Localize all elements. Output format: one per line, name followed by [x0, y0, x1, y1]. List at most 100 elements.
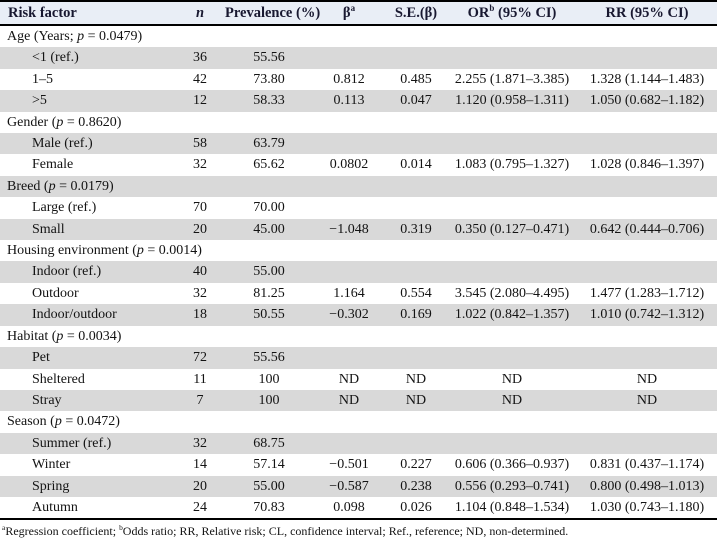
or-cell — [447, 432, 577, 455]
beta-cell: ND — [313, 389, 385, 412]
rr-cell: 1.030 (0.743–1.180) — [577, 496, 717, 521]
category-row: Habitat (p = 0.0034) — [0, 325, 717, 348]
risk-factor-cell: Autumn — [0, 496, 175, 521]
rr-cell: 1.028 (0.846–1.397) — [577, 154, 717, 176]
risk-factor-cell: Outdoor — [0, 282, 175, 305]
table-row: Male (ref.) 58 63.79 — [0, 133, 717, 155]
beta-cell: 0.113 — [313, 90, 385, 112]
table-row: >5 12 58.33 0.113 0.047 1.120 (0.958–1.311) 1.… — [0, 90, 717, 112]
prevalence-cell: 50.55 — [225, 304, 313, 326]
beta-cell: 1.164 — [313, 282, 385, 305]
risk-factor-cell: Indoor/outdoor — [0, 304, 175, 326]
se-cell — [385, 47, 447, 69]
risk-factor-cell: Summer (ref.) — [0, 432, 175, 455]
risk-factor-cell: Winter — [0, 454, 175, 476]
n-cell: 32 — [175, 432, 225, 455]
n-cell: 7 — [175, 389, 225, 412]
prevalence-cell: 68.75 — [225, 432, 313, 455]
rr-cell — [577, 133, 717, 155]
header-beta: βa — [313, 1, 385, 26]
table-row: Sheltered 11 100 ND ND ND ND — [0, 368, 717, 390]
beta-cell — [313, 347, 385, 369]
n-cell: 40 — [175, 261, 225, 283]
n-cell: 18 — [175, 304, 225, 326]
se-cell: 0.319 — [385, 218, 447, 241]
or-cell: 3.545 (2.080–4.495) — [447, 282, 577, 305]
header-risk-factor: Risk factor — [0, 1, 175, 26]
se-cell — [385, 133, 447, 155]
risk-factor-table: Risk factor n Prevalence (%) βa S.E.(β) … — [0, 0, 717, 521]
se-cell: 0.227 — [385, 454, 447, 476]
category-label: Gender (p = 0.8620) — [0, 111, 717, 134]
se-cell — [385, 432, 447, 455]
risk-factor-cell: Stray — [0, 389, 175, 412]
table-row: Small 20 45.00 −1.048 0.319 0.350 (0.127–0.47… — [0, 218, 717, 241]
n-cell: 42 — [175, 68, 225, 91]
risk-factor-cell: Female — [0, 154, 175, 176]
table-row: Large (ref.) 70 70.00 — [0, 197, 717, 219]
risk-factor-cell: >5 — [0, 90, 175, 112]
n-cell: 24 — [175, 496, 225, 521]
table-row: <1 (ref.) 36 55.56 — [0, 47, 717, 69]
rr-cell: 1.050 (0.682–1.182) — [577, 90, 717, 112]
table-row: Spring 20 55.00 −0.587 0.238 0.556 (0.293–0.7… — [0, 475, 717, 497]
risk-factor-cell: Large (ref.) — [0, 197, 175, 219]
or-cell — [447, 347, 577, 369]
category-label: Age (Years; p = 0.0479) — [0, 25, 717, 48]
rr-cell: 0.831 (0.437–1.174) — [577, 454, 717, 476]
category-row: Gender (p = 0.8620) — [0, 111, 717, 134]
risk-factor-cell: Sheltered — [0, 368, 175, 390]
rr-cell — [577, 261, 717, 283]
or-cell — [447, 197, 577, 219]
n-cell: 11 — [175, 368, 225, 390]
or-cell — [447, 47, 577, 69]
or-cell: 2.255 (1.871–3.385) — [447, 68, 577, 91]
table-row: Indoor (ref.) 40 55.00 — [0, 261, 717, 283]
category-row: Breed (p = 0.0179) — [0, 175, 717, 198]
n-cell: 72 — [175, 347, 225, 369]
or-cell: 1.022 (0.842–1.357) — [447, 304, 577, 326]
rr-cell: 0.800 (0.498–1.013) — [577, 475, 717, 497]
risk-factor-cell: Indoor (ref.) — [0, 261, 175, 283]
beta-cell — [313, 432, 385, 455]
risk-factor-cell: Spring — [0, 475, 175, 497]
table-row: Outdoor 32 81.25 1.164 0.554 3.545 (2.080–4.4… — [0, 282, 717, 305]
rr-cell: 1.328 (1.144–1.483) — [577, 68, 717, 91]
prevalence-cell: 73.80 — [225, 68, 313, 91]
category-row: Age (Years; p = 0.0479) — [0, 25, 717, 48]
se-cell: 0.238 — [385, 475, 447, 497]
risk-factor-cell: <1 (ref.) — [0, 47, 175, 69]
prevalence-cell: 58.33 — [225, 90, 313, 112]
or-cell — [447, 133, 577, 155]
rr-cell — [577, 197, 717, 219]
rr-cell: ND — [577, 368, 717, 390]
beta-cell: −0.302 — [313, 304, 385, 326]
risk-factor-cell: Small — [0, 218, 175, 241]
se-cell: 0.026 — [385, 496, 447, 521]
header-rr: RR (95% CI) — [577, 1, 717, 26]
beta-cell: −0.587 — [313, 475, 385, 497]
table-row: Female 32 65.62 0.0802 0.014 1.083 (0.795–1.3… — [0, 154, 717, 176]
category-label: Habitat (p = 0.0034) — [0, 325, 717, 348]
n-cell: 70 — [175, 197, 225, 219]
prevalence-cell: 70.83 — [225, 496, 313, 521]
rr-cell — [577, 347, 717, 369]
or-cell: 1.120 (0.958–1.311) — [447, 90, 577, 112]
header-prevalence: Prevalence (%) — [225, 1, 320, 26]
prevalence-cell: 45.00 — [225, 218, 313, 241]
beta-cell — [313, 47, 385, 69]
n-cell: 12 — [175, 90, 225, 112]
beta-cell: ND — [313, 368, 385, 390]
prevalence-cell: 55.56 — [225, 47, 313, 69]
footnote: aRegression coefficient; bOdds ratio; RR… — [2, 523, 569, 539]
beta-cell — [313, 197, 385, 219]
n-cell: 32 — [175, 154, 225, 176]
table-row: Winter 14 57.14 −0.501 0.227 0.606 (0.366–0.9… — [0, 454, 717, 476]
prevalence-cell: 81.25 — [225, 282, 313, 305]
prevalence-cell: 57.14 — [225, 454, 313, 476]
prevalence-cell: 100 — [225, 389, 313, 412]
table-row: Summer (ref.) 32 68.75 — [0, 432, 717, 455]
se-cell — [385, 197, 447, 219]
or-cell — [447, 261, 577, 283]
